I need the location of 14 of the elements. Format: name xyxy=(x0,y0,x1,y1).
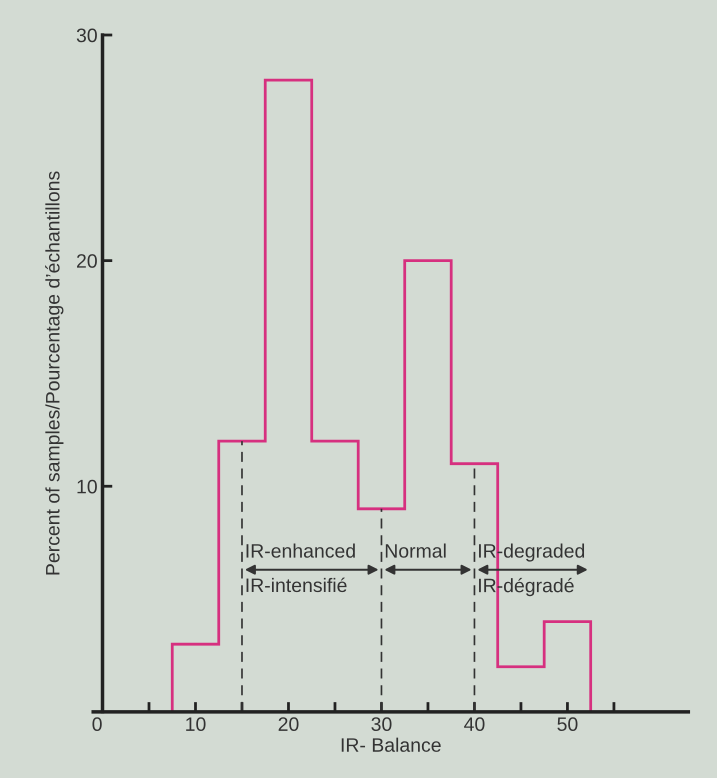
x-tick-label: 40 xyxy=(464,717,485,732)
x-tick-label: 50 xyxy=(557,717,578,732)
y-axis-title: Percent of samples/Pourcentage d’échantillons xyxy=(45,171,64,574)
x-tick-label: 30 xyxy=(371,717,392,732)
x-axis-title: IR- Balance xyxy=(342,738,441,752)
y-tick-label: 20 xyxy=(77,254,97,268)
annotation: IR-intensifié xyxy=(246,578,347,592)
annotation: IR-enhanced xyxy=(246,543,355,558)
x-tick-label: 10 xyxy=(186,717,206,732)
x-tick-label: 0 xyxy=(92,717,102,732)
y-tick-label: 30 xyxy=(76,28,97,42)
y-tick-label: 10 xyxy=(78,480,97,494)
annotation: Normal xyxy=(386,543,446,558)
x-tick-label: 20 xyxy=(278,717,299,732)
